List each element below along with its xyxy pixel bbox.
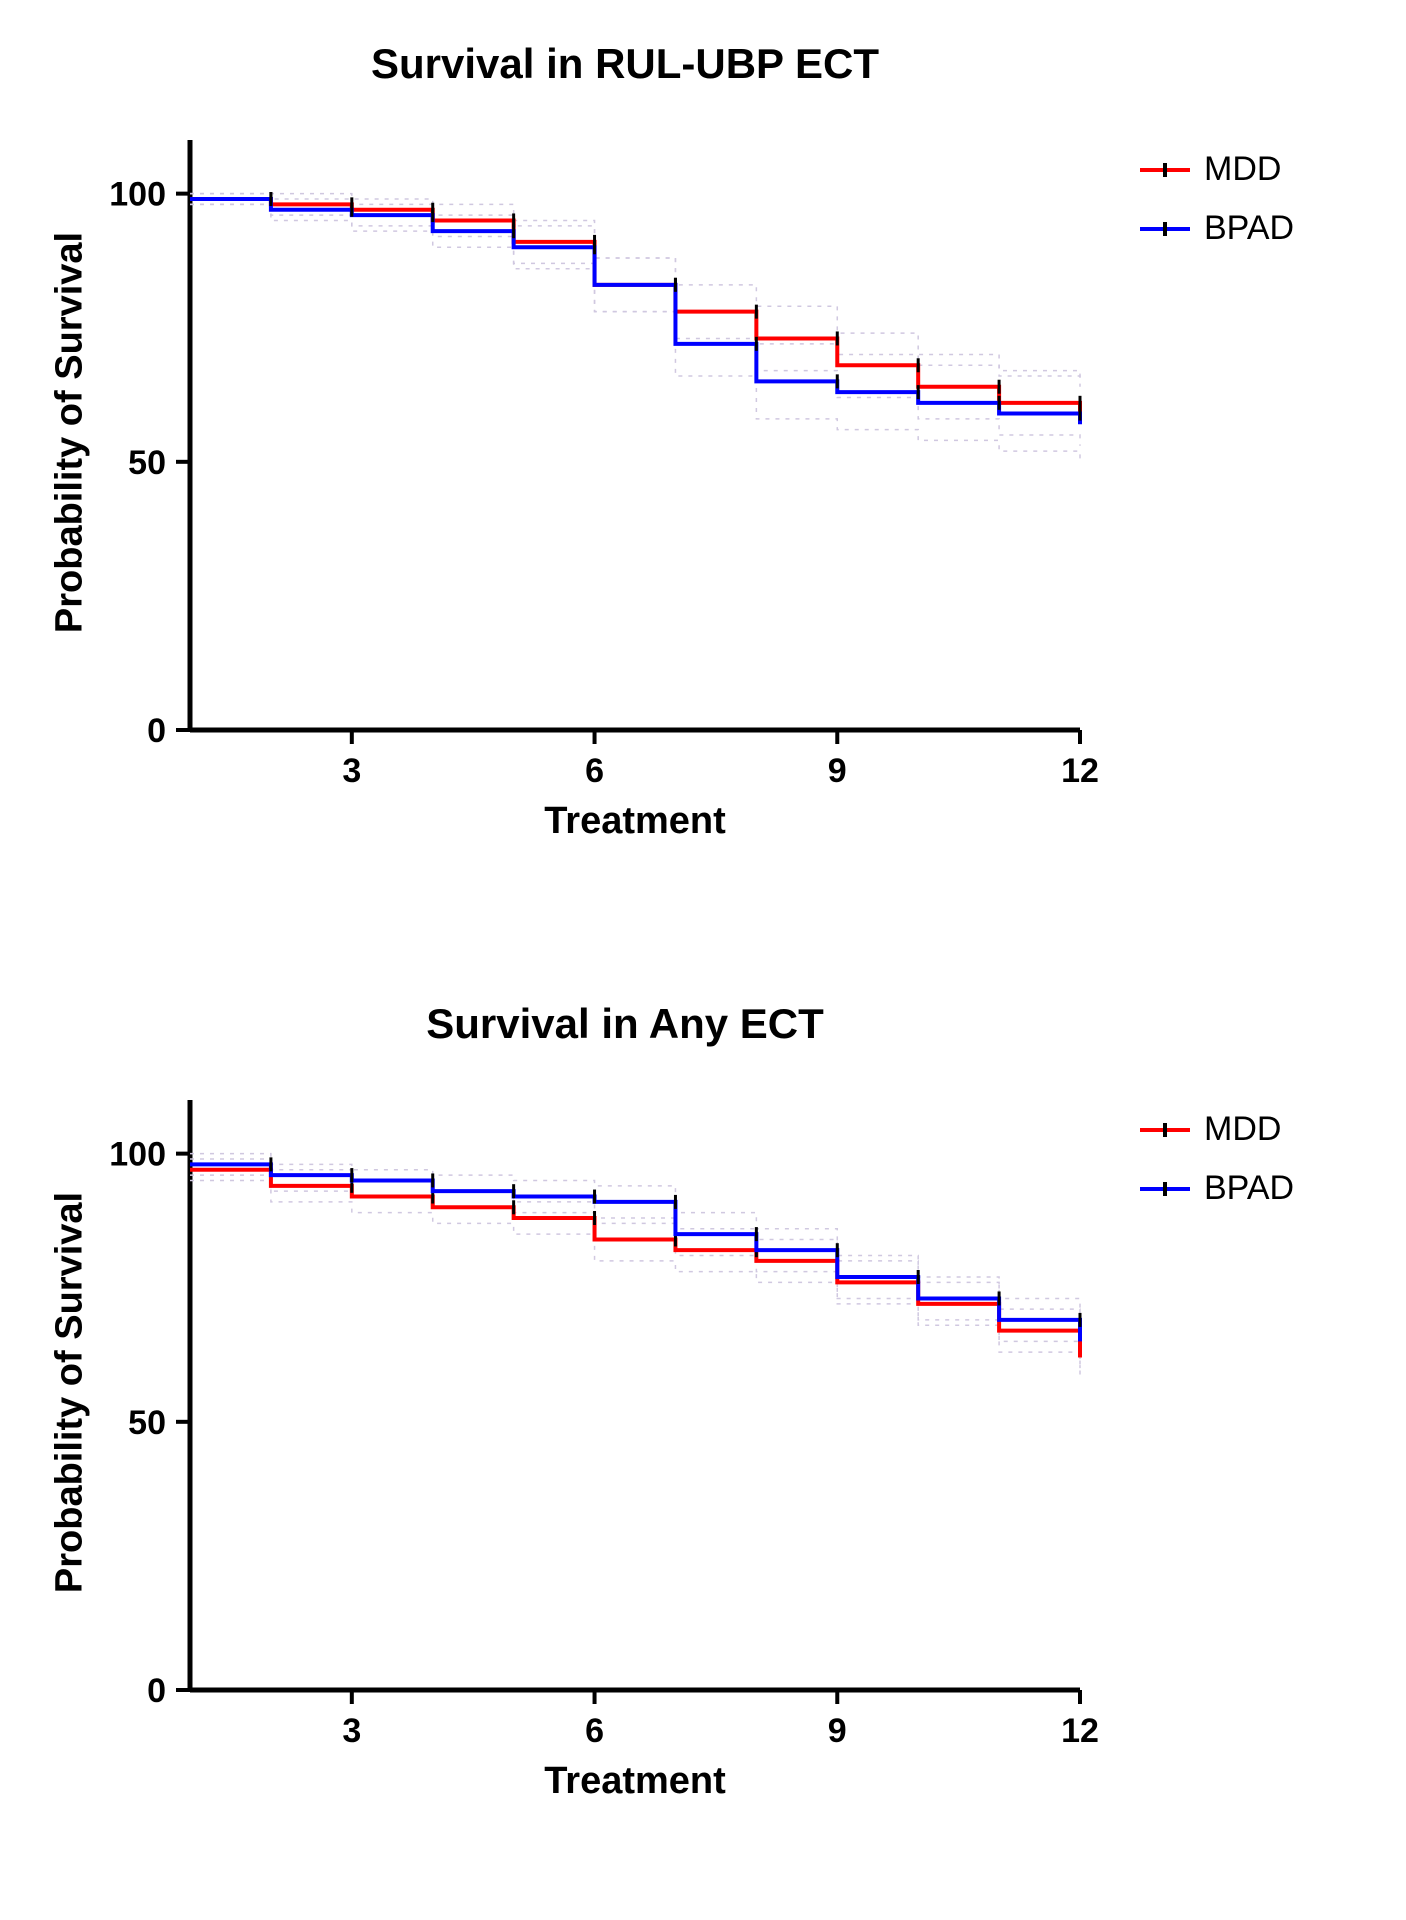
chart-panel: Survival in RUL-UBP ECTProbability of Su…	[0, 20, 1406, 900]
survival-line-mdd	[190, 199, 1080, 414]
plot-svg: 3 6 9 12 0 50 100	[0, 980, 1406, 1860]
y-tick-label: 50	[128, 1404, 166, 1442]
x-tick-label: 12	[1061, 752, 1099, 790]
x-tick-label: 9	[828, 752, 847, 790]
y-tick-label: 100	[109, 1136, 166, 1174]
x-tick-label: 3	[342, 752, 361, 790]
survival-line-mdd	[190, 1170, 1080, 1358]
survival-line-bpad	[190, 1164, 1080, 1341]
y-tick-label: 0	[147, 1672, 166, 1710]
ci-line	[190, 1175, 1080, 1368]
y-tick-label: 0	[147, 712, 166, 750]
x-tick-label: 9	[828, 1712, 847, 1750]
x-tick-label: 3	[342, 1712, 361, 1750]
figure-container: Survival in RUL-UBP ECTProbability of Su…	[0, 0, 1406, 1920]
ci-line	[190, 204, 1080, 445]
chart-panel: Survival in Any ECTProbability of Surviv…	[0, 980, 1406, 1860]
ci-line	[190, 204, 1080, 461]
ci-line	[190, 1180, 1080, 1378]
y-tick-label: 50	[128, 444, 166, 482]
ci-line	[190, 194, 1080, 382]
plot-svg: 3 6 9 12 0 50 100	[0, 20, 1406, 900]
ci-line	[190, 194, 1080, 387]
y-tick-label: 100	[109, 176, 166, 214]
ci-line	[190, 1154, 1080, 1315]
x-tick-label: 12	[1061, 1712, 1099, 1750]
x-tick-label: 6	[585, 1712, 604, 1750]
x-tick-label: 6	[585, 752, 604, 790]
